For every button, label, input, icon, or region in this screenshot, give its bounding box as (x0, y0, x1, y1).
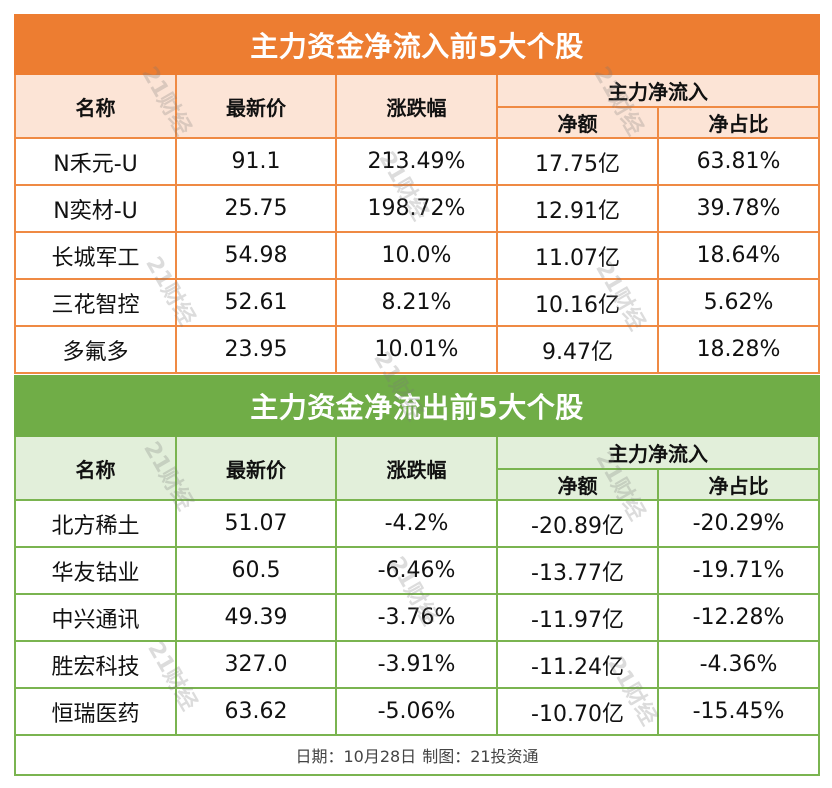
price-change: 10.0% (335, 231, 498, 280)
price-change: -3.76% (335, 593, 498, 642)
stock-name: 恒瑞医药 (14, 687, 177, 736)
price-change: 8.21% (335, 278, 498, 327)
net-ratio: 39.78% (656, 184, 821, 233)
inflow-title: 主力资金净流入前5大个股 (13, 14, 821, 75)
net-amount: 9.47亿 (496, 325, 659, 374)
header-net-ratio: 净占比 (656, 468, 821, 501)
net-amount: 10.16亿 (496, 278, 659, 327)
net-amount: -13.77亿 (496, 546, 659, 595)
price-change: -3.91% (335, 640, 498, 689)
stock-name: N奕材-U (14, 184, 177, 233)
latest-price: 60.5 (175, 546, 337, 595)
footer-row: 日期：10月28日 制图：21投资通 (13, 734, 821, 776)
table-row: N奕材-U 25.75 198.72% 12.91亿 39.78% (14, 184, 821, 233)
net-ratio: -4.36% (656, 640, 821, 689)
price-change: -5.06% (335, 687, 498, 736)
latest-price: 327.0 (175, 640, 337, 689)
header-group-main-net-inflow: 主力净流入 (495, 435, 821, 470)
net-ratio: 18.28% (656, 325, 821, 374)
latest-price: 25.75 (175, 184, 337, 233)
outflow-section: 主力资金净流出前5大个股 名称 最新价 涨跌幅 主力净流入 净额 净占比 北方稀… (13, 375, 821, 776)
table-row: 多氟多 23.95 10.01% 9.47亿 18.28% (14, 325, 821, 374)
latest-price: 23.95 (175, 325, 337, 374)
latest-price: 91.1 (175, 137, 337, 186)
price-change: 198.72% (335, 184, 498, 233)
header-net-ratio: 净占比 (656, 106, 821, 139)
table-row: 北方稀土 51.07 -4.2% -20.89亿 -20.29% (14, 499, 821, 548)
header-net-amount: 净额 (496, 106, 659, 139)
net-ratio: 63.81% (656, 137, 821, 186)
header-change: 涨跌幅 (335, 435, 498, 501)
price-change: 10.01% (335, 325, 498, 374)
stock-name: 多氟多 (14, 325, 177, 374)
net-ratio: -19.71% (656, 546, 821, 595)
table-row: 三花智控 52.61 8.21% 10.16亿 5.62% (14, 278, 821, 327)
stock-name: 三花智控 (14, 278, 177, 327)
stock-name: 长城军工 (14, 231, 177, 280)
net-amount: -20.89亿 (496, 499, 659, 548)
outflow-subheader-row: 净额 净占比 (15, 468, 821, 501)
latest-price: 54.98 (175, 231, 337, 280)
header-net-amount: 净额 (496, 468, 659, 501)
inflow-header-row: 名称 最新价 涨跌幅 主力净流入 (14, 73, 821, 139)
header-price: 最新价 (175, 435, 337, 501)
footer-credit: 制图：21投资通 (422, 747, 539, 766)
net-ratio: -15.45% (656, 687, 821, 736)
outflow-title-row: 主力资金净流出前5大个股 (13, 375, 821, 437)
stock-name: N禾元-U (14, 137, 177, 186)
outflow-title: 主力资金净流出前5大个股 (13, 375, 821, 437)
price-change: 213.49% (335, 137, 498, 186)
latest-price: 52.61 (175, 278, 337, 327)
table-row: N禾元-U 91.1 213.49% 17.75亿 63.81% (14, 137, 821, 186)
inflow-section: 主力资金净流入前5大个股 名称 最新价 涨跌幅 主力净流入 净额 净占比 N禾元… (13, 14, 821, 374)
header-group-main-net-inflow: 主力净流入 (495, 73, 821, 108)
table-row: 恒瑞医药 63.62 -5.06% -10.70亿 -15.45% (14, 687, 821, 736)
inflow-table: 主力资金净流入前5大个股 名称 最新价 涨跌幅 主力净流入 净额 净占比 N禾元… (13, 14, 821, 374)
net-ratio: -12.28% (656, 593, 821, 642)
footer: 日期：10月28日 制图：21投资通 (13, 734, 821, 776)
table-row: 中兴通讯 49.39 -3.76% -11.97亿 -12.28% (14, 593, 821, 642)
latest-price: 49.39 (175, 593, 337, 642)
header-name: 名称 (14, 435, 177, 501)
price-change: -6.46% (335, 546, 498, 595)
net-ratio: 5.62% (656, 278, 821, 327)
outflow-header-row: 名称 最新价 涨跌幅 主力净流入 (14, 435, 821, 501)
table-row: 华友钴业 60.5 -6.46% -13.77亿 -19.71% (14, 546, 821, 595)
table-row: 胜宏科技 327.0 -3.91% -11.24亿 -4.36% (14, 640, 821, 689)
price-change: -4.2% (335, 499, 498, 548)
net-ratio: 18.64% (656, 231, 821, 280)
stock-name: 中兴通讯 (14, 593, 177, 642)
stock-name: 华友钴业 (14, 546, 177, 595)
net-amount: -10.70亿 (496, 687, 659, 736)
outflow-table: 主力资金净流出前5大个股 名称 最新价 涨跌幅 主力净流入 净额 净占比 北方稀… (13, 375, 821, 776)
inflow-title-row: 主力资金净流入前5大个股 (13, 14, 821, 75)
net-amount: 17.75亿 (496, 137, 659, 186)
header-name: 名称 (14, 73, 177, 139)
net-amount: 12.91亿 (496, 184, 659, 233)
inflow-subheader-row: 净额 净占比 (15, 106, 821, 139)
stock-name: 北方稀土 (14, 499, 177, 548)
table-row: 长城军工 54.98 10.0% 11.07亿 18.64% (14, 231, 821, 280)
latest-price: 51.07 (175, 499, 337, 548)
net-amount: -11.24亿 (496, 640, 659, 689)
footer-date: 日期：10月28日 (295, 747, 417, 766)
latest-price: 63.62 (175, 687, 337, 736)
stock-name: 胜宏科技 (14, 640, 177, 689)
net-amount: -11.97亿 (496, 593, 659, 642)
header-change: 涨跌幅 (335, 73, 498, 139)
header-price: 最新价 (175, 73, 337, 139)
net-ratio: -20.29% (656, 499, 821, 548)
net-amount: 11.07亿 (496, 231, 659, 280)
